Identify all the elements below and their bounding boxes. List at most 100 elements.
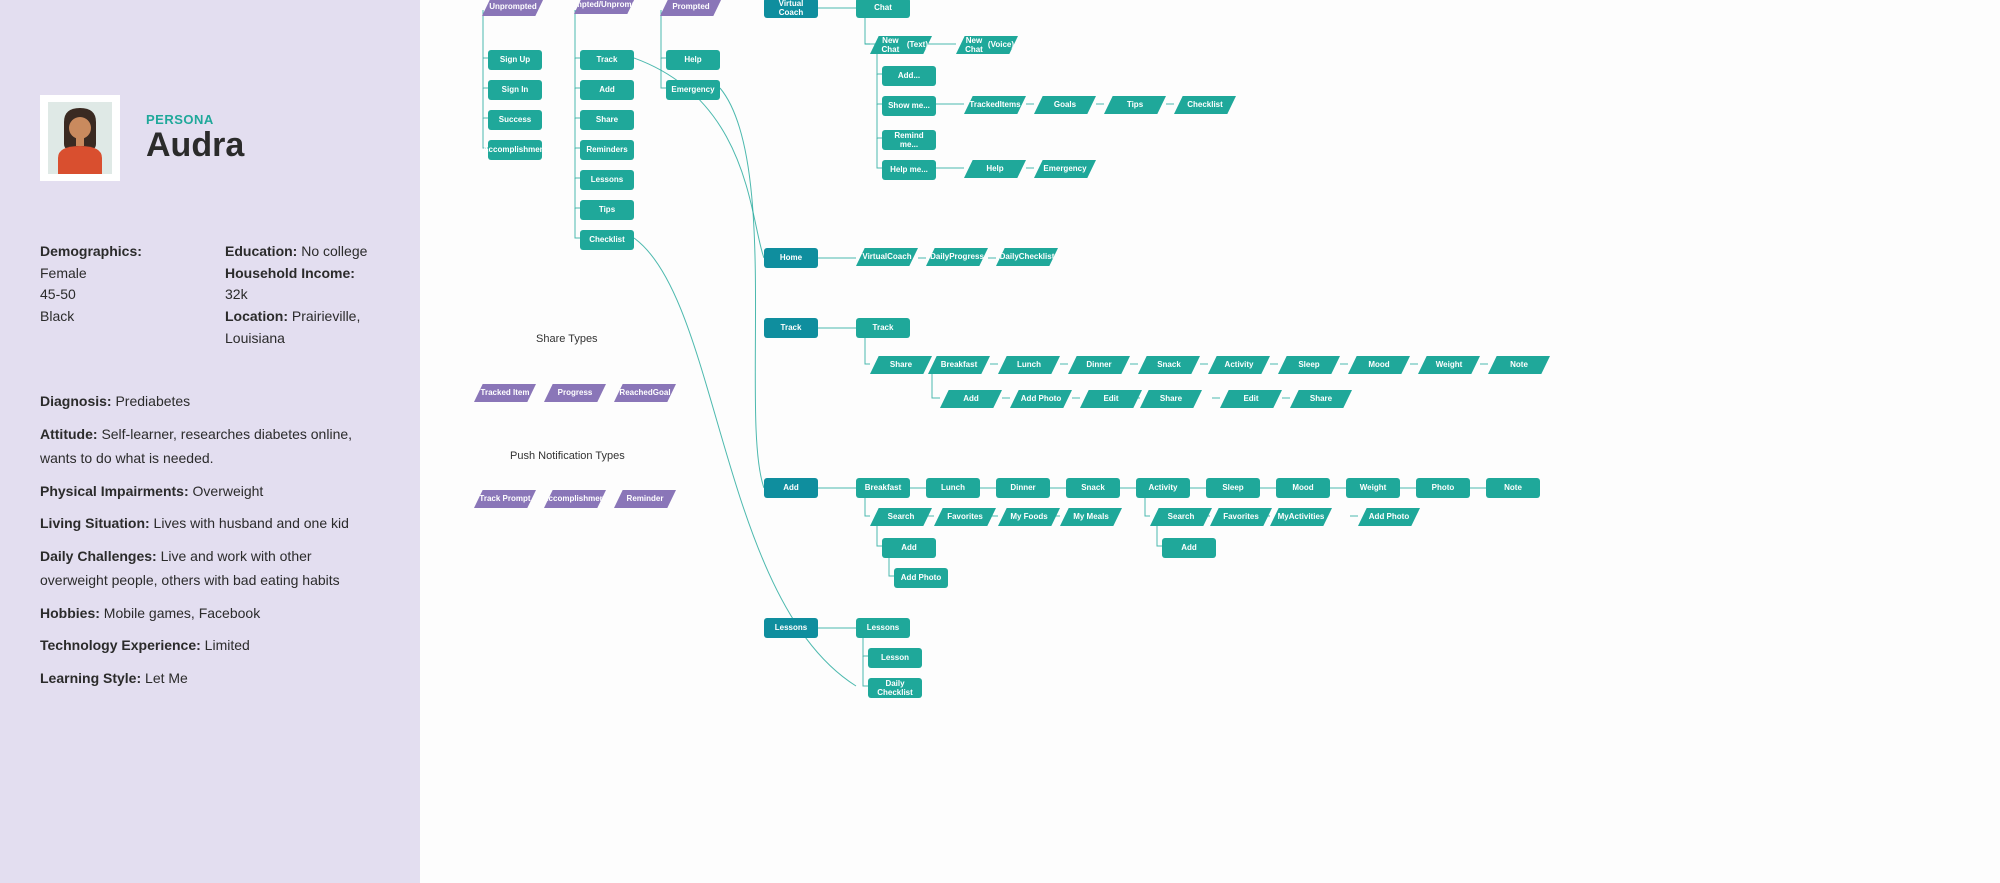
flow-node-dailychecklist[interactable]: Daily Checklist (868, 678, 922, 698)
persona-demographics: Demographics: Female 45-50 Black Educati… (40, 241, 380, 349)
location-label: Location: (225, 308, 288, 324)
flow-node-edit2[interactable]: Edit (1220, 390, 1282, 408)
flow-node-emergency0[interactable]: Emergency (666, 80, 720, 100)
flow-node-chat[interactable]: Chat (856, 0, 910, 18)
flow-node-myactiv[interactable]: MyActivities (1270, 508, 1332, 526)
income-label: Household Income: (225, 265, 355, 281)
persona-field-value: Lives with husband and one kid (154, 515, 349, 531)
flow-node-addnav[interactable]: Add (764, 478, 818, 498)
flow-node-st_tracked[interactable]: Tracked Item (474, 384, 536, 402)
income-value: 32k (225, 286, 248, 302)
persona-field: Physical Impairments: Overweight (40, 479, 380, 504)
flow-node-mood2[interactable]: Mood (1276, 478, 1330, 498)
flow-node-addphoto1[interactable]: Add Photo (1010, 390, 1072, 408)
flow-node-share3[interactable]: Share (1290, 390, 1352, 408)
flow-node-trackeditems[interactable]: TrackedItems (964, 96, 1026, 114)
flow-node-lessons0[interactable]: Lessons (580, 170, 634, 190)
flow-node-weight2[interactable]: Weight (1346, 478, 1400, 498)
flow-node-favorites1[interactable]: Favorites (934, 508, 996, 526)
persona-field-value: Limited (205, 637, 250, 653)
flow-node-unprompted[interactable]: Unprompted (482, 0, 544, 16)
persona-field: Learning Style: Let Me (40, 666, 380, 691)
flow-node-accomplish[interactable]: Accomplishment (488, 140, 542, 160)
persona-field-value: Prediabetes (115, 393, 190, 409)
persona-field-label: Diagnosis: (40, 393, 115, 409)
flow-node-add1[interactable]: Add (940, 390, 1002, 408)
flow-node-signup[interactable]: Sign Up (488, 50, 542, 70)
flow-node-helpme[interactable]: Help me... (882, 160, 936, 180)
flow-node-pt_reminder[interactable]: Reminder (614, 490, 676, 508)
flow-node-vcoach[interactable]: Virtual Coach (764, 0, 818, 18)
flow-node-lunch[interactable]: Lunch (998, 356, 1060, 374)
flow-node-pt_accompl[interactable]: Accomplishment (544, 490, 606, 508)
flow-node-photo2[interactable]: Photo (1416, 478, 1470, 498)
flow-node-myfoods[interactable]: My Foods (998, 508, 1060, 526)
flow-node-addchat[interactable]: Add... (882, 66, 936, 86)
flow-node-sleep2[interactable]: Sleep (1206, 478, 1260, 498)
persona-field: Daily Challenges: Live and work with oth… (40, 544, 380, 593)
flow-node-favorites2[interactable]: Favorites (1210, 508, 1272, 526)
flow-node-emergency1[interactable]: Emergency (1034, 160, 1096, 178)
flow-node-remindme[interactable]: Remind me... (882, 130, 936, 150)
flow-node-lessonsnav[interactable]: Lessons (764, 618, 818, 638)
flow-node-addphoto2[interactable]: Add Photo (894, 568, 948, 588)
flow-node-vcoach1[interactable]: VirtualCoach (856, 248, 918, 266)
flow-node-lunch2[interactable]: Lunch (926, 478, 980, 498)
flow-node-prompted_un[interactable]: Prompted/Unprompted (574, 0, 636, 14)
flow-node-home[interactable]: Home (764, 248, 818, 268)
persona-label: PERSONA (146, 112, 244, 127)
flow-node-share1[interactable]: Share (870, 356, 932, 374)
flow-node-add2[interactable]: Add (882, 538, 936, 558)
flow-node-activity2[interactable]: Activity (1136, 478, 1190, 498)
flow-node-reminders[interactable]: Reminders (580, 140, 634, 160)
flow-node-note[interactable]: Note (1488, 356, 1550, 374)
flow-node-snack2[interactable]: Snack (1066, 478, 1120, 498)
flow-node-track1[interactable]: Track (856, 318, 910, 338)
flow-node-help1[interactable]: Help (964, 160, 1026, 178)
flow-node-st_progress[interactable]: Progress (544, 384, 606, 402)
flow-node-search2[interactable]: Search (1150, 508, 1212, 526)
flow-node-add0[interactable]: Add (580, 80, 634, 100)
persona-field: Diagnosis: Prediabetes (40, 389, 380, 414)
flow-node-dinner2[interactable]: Dinner (996, 478, 1050, 498)
flow-node-help0[interactable]: Help (666, 50, 720, 70)
flow-node-newchat_t[interactable]: New Chat(Text) (870, 36, 932, 54)
flowchart-panel: Share Types Push Notification Types Unpr… (420, 0, 2000, 883)
flow-node-tips0[interactable]: Tips (580, 200, 634, 220)
flow-node-breakfast[interactable]: Breakfast (928, 356, 990, 374)
flow-node-dailyprog[interactable]: DailyProgress (926, 248, 988, 266)
flow-node-add3[interactable]: Add (1162, 538, 1216, 558)
flow-node-tracknav[interactable]: Track (764, 318, 818, 338)
flow-node-mymeals[interactable]: My Meals (1060, 508, 1122, 526)
flow-node-sleep[interactable]: Sleep (1278, 356, 1340, 374)
flow-node-share2[interactable]: Share (1140, 390, 1202, 408)
flow-node-note2[interactable]: Note (1486, 478, 1540, 498)
flow-node-showme[interactable]: Show me... (882, 96, 936, 116)
flow-node-search1[interactable]: Search (870, 508, 932, 526)
flow-node-mood[interactable]: Mood (1348, 356, 1410, 374)
flow-node-lessons1[interactable]: Lessons (856, 618, 910, 638)
flow-node-pt_trackp[interactable]: Track Prompt (474, 490, 536, 508)
flow-node-dinner[interactable]: Dinner (1068, 356, 1130, 374)
flow-node-checklist1[interactable]: Checklist (1174, 96, 1236, 114)
flow-node-lesson[interactable]: Lesson (868, 648, 922, 668)
flow-node-activity[interactable]: Activity (1208, 356, 1270, 374)
education-col: Education: No college Household Income: … (225, 241, 380, 349)
flow-node-goals[interactable]: Goals (1034, 96, 1096, 114)
flow-node-st_reached[interactable]: ReachedGoal (614, 384, 676, 402)
flow-node-weight[interactable]: Weight (1418, 356, 1480, 374)
flow-node-track[interactable]: Track (580, 50, 634, 70)
flow-node-snack[interactable]: Snack (1138, 356, 1200, 374)
flowchart-canvas: Share Types Push Notification Types Unpr… (420, 0, 2000, 883)
flow-node-edit1[interactable]: Edit (1080, 390, 1142, 408)
flow-node-addphoto3[interactable]: Add Photo (1358, 508, 1420, 526)
flow-node-share0[interactable]: Share (580, 110, 634, 130)
flow-node-newchat_v[interactable]: New Chat(Voice) (956, 36, 1018, 54)
flow-node-breakfast2[interactable]: Breakfast (856, 478, 910, 498)
flow-node-signin[interactable]: Sign In (488, 80, 542, 100)
flow-node-prompted[interactable]: Prompted (660, 0, 722, 16)
flow-node-tips1[interactable]: Tips (1104, 96, 1166, 114)
flow-node-dailycheck[interactable]: DailyChecklist (996, 248, 1058, 266)
flow-node-success[interactable]: Success (488, 110, 542, 130)
flow-node-checklist0[interactable]: Checklist (580, 230, 634, 250)
